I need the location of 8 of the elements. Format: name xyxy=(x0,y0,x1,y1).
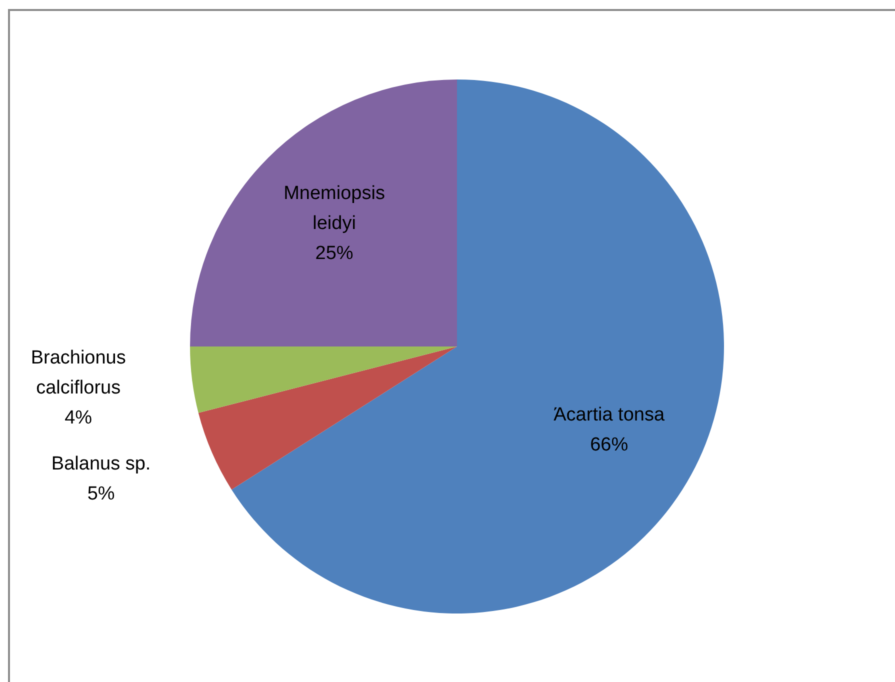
slice-label: Mnemiopsis leidyi xyxy=(284,183,385,234)
data-label: 66% xyxy=(590,434,628,456)
data-label: 25% xyxy=(315,243,354,264)
slice-label: Balanus sp. xyxy=(51,453,151,474)
slice-label: Brachionus calciflorus xyxy=(30,348,126,399)
slice-label: Άcartia tonsa xyxy=(554,404,665,426)
data-label: 4% xyxy=(64,408,92,429)
data-label: 5% xyxy=(87,483,115,504)
